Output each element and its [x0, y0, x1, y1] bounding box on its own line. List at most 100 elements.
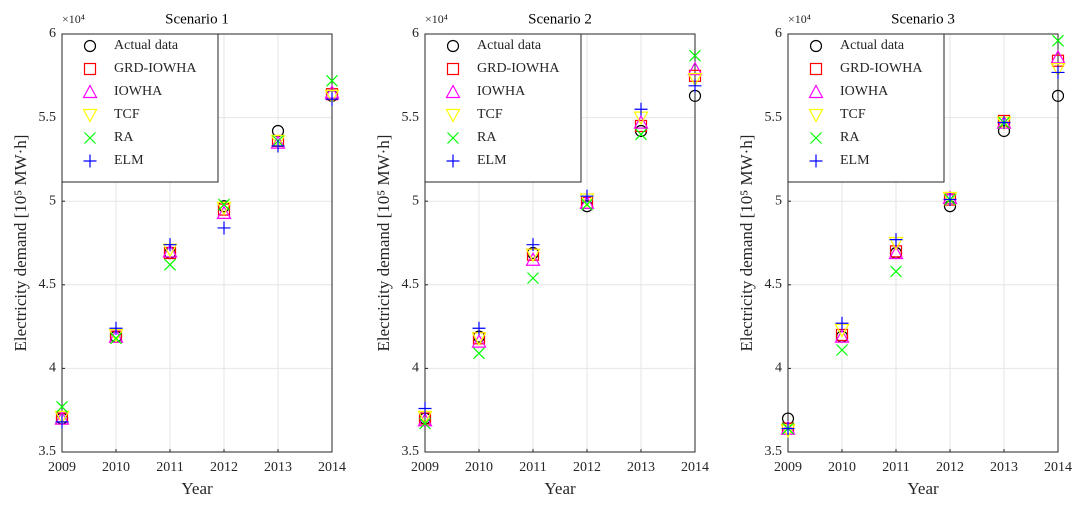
- y-axis-label: Electricity demand [10⁵ MW·h]: [374, 135, 393, 352]
- marker: [889, 233, 903, 247]
- marker: [325, 92, 339, 106]
- marker: [447, 132, 459, 144]
- y-multiplier: ×10⁴: [788, 12, 811, 26]
- marker: [809, 62, 823, 76]
- marker: [835, 316, 849, 330]
- legend: Actual data GRD-IOWHA IOWHA TCF RA ELM: [787, 33, 945, 183]
- x-axis-label: Year: [544, 479, 576, 498]
- marker: [525, 251, 541, 266]
- marker: [526, 238, 540, 252]
- marker: [446, 62, 460, 76]
- chart-title: Scenario 3: [891, 11, 955, 27]
- legend-label: IOWHA: [477, 84, 526, 99]
- y-multiplier: ×10⁴: [62, 12, 85, 26]
- marker: [445, 84, 461, 99]
- legend: Actual data GRD-IOWHA IOWHA TCF RA ELM: [424, 33, 582, 183]
- marker: [82, 108, 98, 123]
- marker: [808, 108, 824, 123]
- y-tick-label: 5: [49, 193, 56, 208]
- marker: [689, 49, 701, 62]
- legend-label: GRD-IOWHA: [114, 61, 197, 76]
- subplot: 2009 2010 2011 2012 2013 2014 3.5 4 4.5 5 5.5 6 Scen…: [737, 11, 1072, 497]
- legend-label: IOWHA: [114, 84, 163, 99]
- legend-box: [787, 33, 945, 183]
- marker: [1052, 34, 1064, 47]
- legend-label: Actual data: [477, 38, 542, 53]
- legend-label: RA: [840, 130, 860, 145]
- marker: [54, 410, 70, 425]
- x-tick-label: 2014: [318, 460, 346, 475]
- marker: [1051, 65, 1065, 79]
- marker: [633, 114, 649, 129]
- legend-label: ELM: [477, 153, 507, 168]
- y-tick-label: 4.5: [765, 277, 783, 292]
- marker: [579, 195, 595, 209]
- marker: [943, 193, 957, 207]
- marker: [216, 205, 232, 220]
- y-tick-label: 4: [412, 361, 419, 376]
- marker: [217, 221, 231, 235]
- marker: [1050, 63, 1066, 77]
- marker: [472, 321, 486, 335]
- x-tick-label: 2009: [48, 460, 76, 475]
- legend-label: RA: [477, 130, 497, 145]
- marker: [1050, 49, 1066, 64]
- y-tick-label: 5: [412, 193, 419, 208]
- marker: [82, 84, 98, 99]
- marker: [635, 128, 647, 141]
- legend-box: [424, 33, 582, 183]
- x-tick-label: 2009: [774, 460, 802, 475]
- y-tick-label: 6: [412, 26, 419, 41]
- x-tick-label: 2014: [681, 460, 709, 475]
- y-tick-label: 4.5: [402, 277, 420, 292]
- y-axis-label: Electricity demand [10⁵ MW·h]: [737, 135, 756, 352]
- legend-box: [61, 33, 219, 183]
- marker: [56, 400, 68, 413]
- marker: [942, 191, 958, 206]
- marker: [810, 132, 822, 144]
- marker: [55, 415, 69, 429]
- marker: [164, 258, 176, 271]
- marker: [687, 73, 703, 87]
- y-tick-label: 3.5: [39, 444, 57, 459]
- marker: [110, 332, 122, 345]
- marker: [809, 39, 823, 53]
- marker: [418, 402, 432, 416]
- marker: [446, 39, 460, 53]
- legend-label: ELM: [840, 153, 870, 168]
- x-tick-label: 2010: [828, 460, 856, 475]
- marker: [527, 272, 539, 285]
- marker: [419, 417, 431, 430]
- legend-label: GRD-IOWHA: [477, 61, 560, 76]
- marker: [83, 154, 97, 168]
- marker: [326, 74, 338, 87]
- y-tick-label: 4.5: [39, 277, 57, 292]
- y-tick-label: 6: [775, 26, 782, 41]
- legend-label: TCF: [840, 107, 866, 122]
- marker: [580, 189, 594, 203]
- y-tick-label: 4: [49, 361, 56, 376]
- x-tick-label: 2013: [627, 460, 655, 475]
- marker: [581, 198, 593, 211]
- y-multiplier: ×10⁴: [425, 12, 448, 26]
- x-tick-label: 2009: [411, 460, 439, 475]
- y-axis-label: Electricity demand [10⁵ MW·h]: [11, 135, 30, 352]
- x-tick-label: 2013: [990, 460, 1018, 475]
- legend-label: TCF: [477, 107, 503, 122]
- marker: [836, 344, 848, 356]
- y-tick-label: 3.5: [402, 444, 420, 459]
- marker: [471, 333, 487, 348]
- x-tick-label: 2012: [573, 460, 601, 475]
- marker: [84, 132, 96, 144]
- marker: [163, 238, 177, 252]
- x-axis-label: Year: [181, 479, 213, 498]
- marker: [997, 116, 1011, 130]
- x-tick-label: 2012: [210, 460, 238, 475]
- marker: [634, 102, 648, 116]
- subplot: 2009 2010 2011 2012 2013 2014 3.5 4 4.5 5 5.5 6 Scen…: [11, 11, 346, 497]
- subplot: 2009 2010 2011 2012 2013 2014 3.5 4 4.5 5 5.5 6 Scen…: [374, 11, 709, 497]
- legend-label: RA: [114, 130, 134, 145]
- x-tick-label: 2013: [264, 460, 292, 475]
- marker: [445, 108, 461, 123]
- marker: [687, 61, 703, 76]
